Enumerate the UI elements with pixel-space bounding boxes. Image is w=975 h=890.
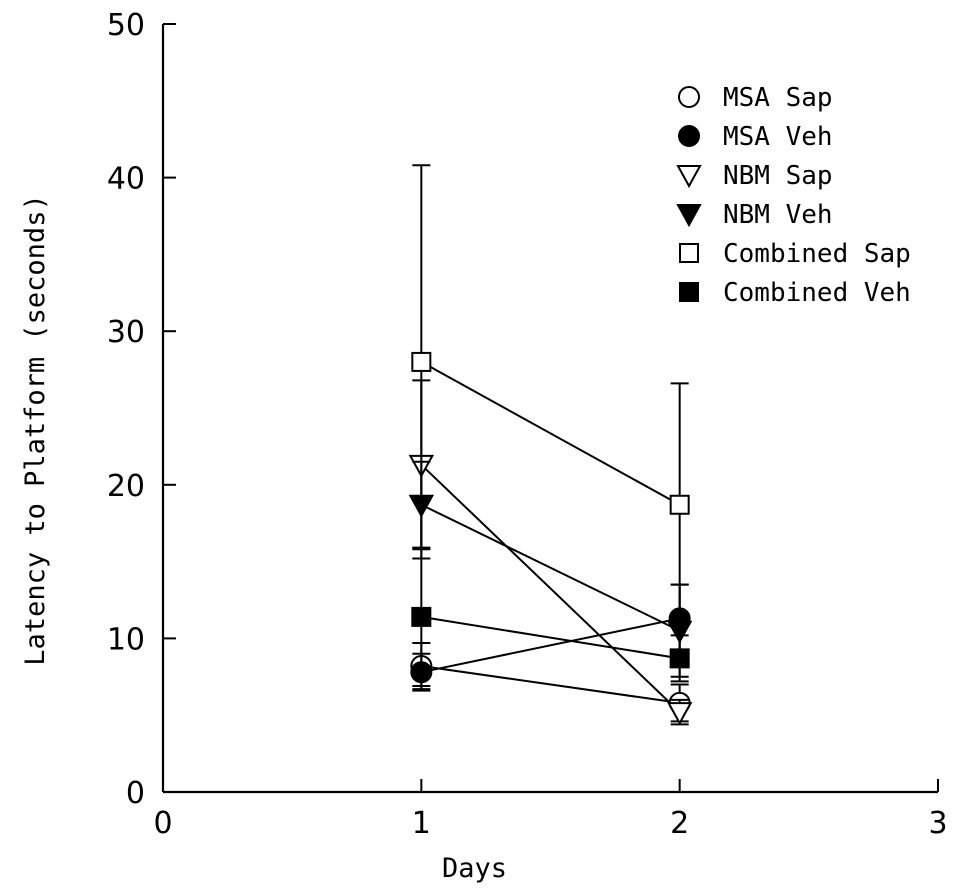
data-point-combined-sap bbox=[411, 351, 432, 372]
legend-item-combined-sap: Combined Sap bbox=[679, 239, 911, 269]
x-tick-label: 3 bbox=[928, 806, 947, 841]
data-point-combined-sap bbox=[669, 494, 690, 515]
legend-marker bbox=[679, 282, 699, 302]
axes: 0 10 20 30 40 50 0 1 2 3 bbox=[107, 8, 948, 841]
y-tick-label: 20 bbox=[107, 469, 145, 504]
legend-item-combined-veh: Combined Veh bbox=[679, 278, 911, 308]
y-tick-label: 40 bbox=[107, 162, 145, 197]
series-line-combined-sap bbox=[420, 361, 681, 506]
legend-item-nbm-veh: NBM Veh bbox=[676, 200, 833, 230]
legend-marker bbox=[676, 165, 702, 189]
series-line-nbm-sap bbox=[420, 464, 681, 713]
legend-label: Combined Veh bbox=[723, 278, 911, 308]
legend-marker bbox=[678, 125, 700, 147]
data-point-nbm-sap bbox=[666, 702, 693, 726]
series-nbm-sap bbox=[408, 379, 693, 726]
legend-label: Combined Sap bbox=[723, 239, 911, 269]
y-tick-label: 50 bbox=[107, 8, 145, 43]
legend-label: NBM Veh bbox=[723, 200, 833, 230]
data-point-combined-veh bbox=[669, 648, 690, 669]
legend-marker bbox=[679, 243, 699, 263]
x-tick-label: 1 bbox=[412, 806, 431, 841]
series-line-nbm-veh bbox=[420, 503, 681, 632]
legend-item-msa-veh: MSA Veh bbox=[678, 122, 833, 152]
x-tick-label: 0 bbox=[153, 806, 172, 841]
legend-item-nbm-sap: NBM Sap bbox=[676, 161, 833, 191]
legend-label: NBM Sap bbox=[723, 161, 833, 191]
x-tick-label: 2 bbox=[670, 806, 689, 841]
y-tick-label: 0 bbox=[126, 776, 145, 811]
y-axis-label: Latency to Platform (seconds) bbox=[20, 194, 51, 665]
series-line-msa-sap bbox=[421, 665, 680, 704]
series-line-combined-veh bbox=[421, 615, 680, 660]
data-point-combined-veh bbox=[411, 606, 432, 627]
series-layer bbox=[408, 164, 693, 726]
legend-label: MSA Veh bbox=[723, 122, 833, 152]
legend: MSA Sap MSA Veh NBM Sap NBM Veh Combined Sap… bbox=[676, 83, 911, 308]
y-tick-label: 10 bbox=[107, 622, 145, 657]
x-axis-label: Days bbox=[442, 853, 507, 884]
legend-item-msa-sap: MSA Sap bbox=[678, 83, 833, 113]
series-line-msa-veh bbox=[421, 617, 680, 674]
series-combined-veh bbox=[411, 546, 690, 688]
legend-marker bbox=[676, 204, 702, 228]
legend-label: MSA Sap bbox=[723, 83, 833, 113]
series-combined-sap bbox=[411, 164, 690, 628]
legend-marker bbox=[678, 86, 700, 108]
y-tick-label: 30 bbox=[107, 315, 145, 350]
